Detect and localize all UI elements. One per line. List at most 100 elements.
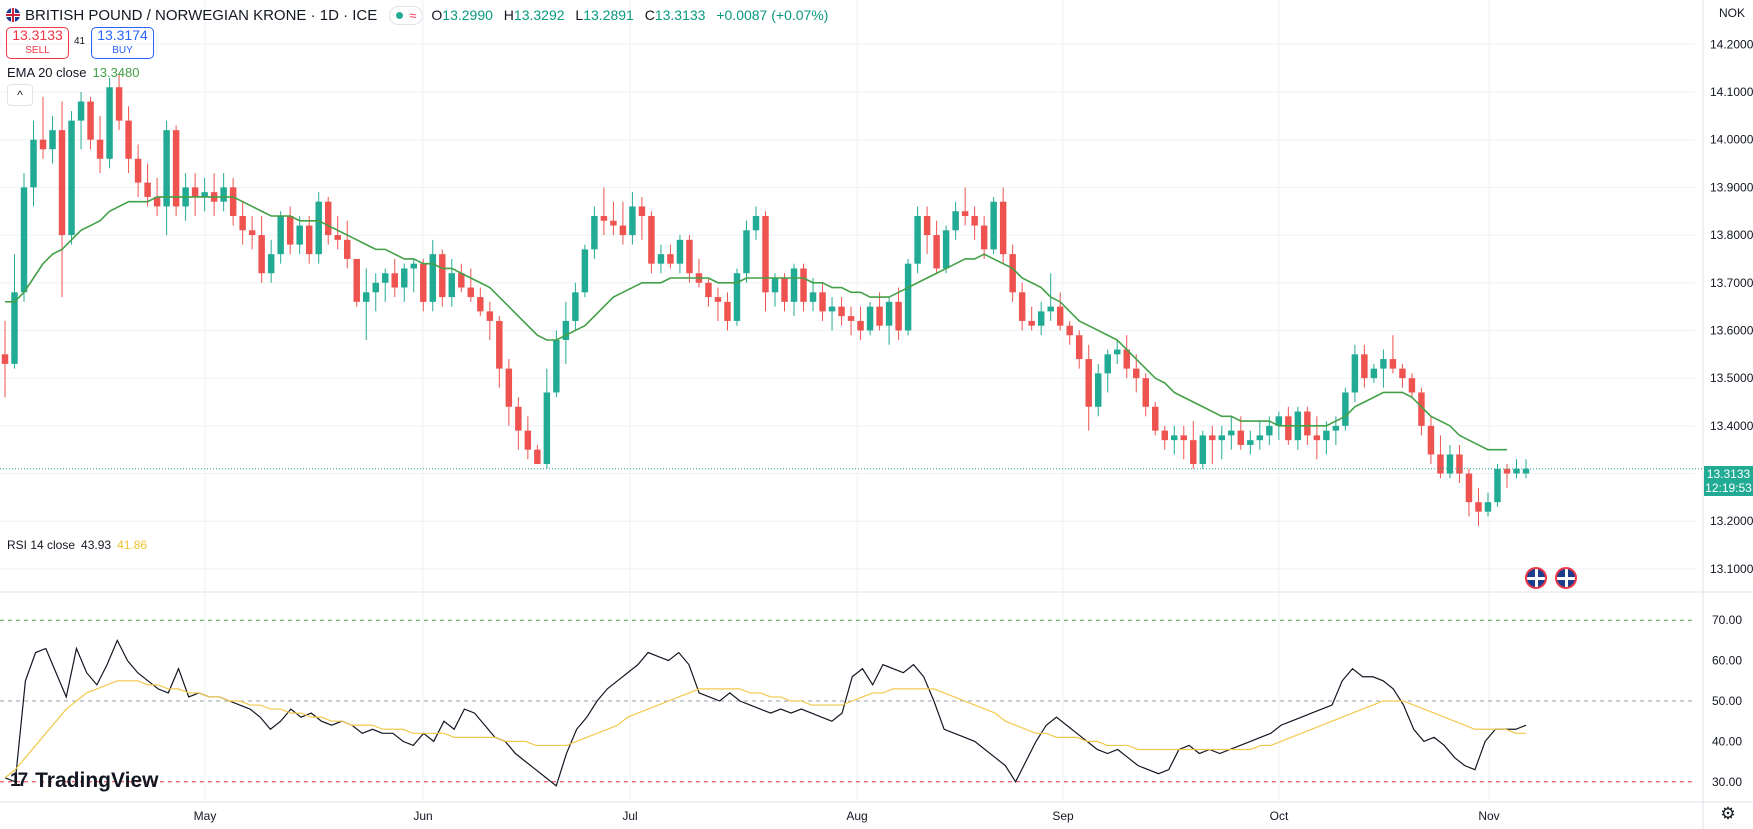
rsi-tick-label: 50.00: [1712, 694, 1742, 708]
price-tick-label: 13.4000: [1710, 419, 1753, 433]
candle-body: [30, 139, 37, 188]
candle-body: [505, 368, 513, 407]
price-tick-label: 13.6000: [1710, 323, 1753, 337]
candle-body: [1085, 359, 1092, 407]
candle-body: [58, 130, 66, 236]
candle-body: [752, 216, 760, 231]
candle-body: [39, 139, 47, 150]
candle-body: [1237, 430, 1245, 445]
candle-body: [1484, 502, 1492, 512]
candle-body: [914, 216, 921, 264]
candle-body: [1522, 468, 1530, 474]
symbol-title[interactable]: BRITISH POUND / NORWEGIAN KRONE · 1D · I…: [25, 6, 378, 24]
settings-gear-icon[interactable]: ⚙: [1720, 804, 1736, 823]
candle-body: [1285, 416, 1292, 441]
candle-body: [87, 101, 94, 140]
candle-body: [77, 101, 85, 121]
delayed-wave-icon: ≈: [409, 7, 417, 23]
buy-label: BUY: [112, 45, 133, 56]
candle-body: [106, 87, 113, 159]
currency-selector[interactable]: NOK: [1705, 0, 1753, 26]
candle-body: [847, 316, 855, 321]
chevron-up-icon: ^: [17, 88, 23, 102]
candle-body: [1427, 425, 1435, 455]
candle-body: [296, 225, 303, 245]
candle-body: [96, 139, 104, 159]
candle-body: [781, 278, 788, 302]
candle-body: [562, 320, 570, 340]
candle-body: [857, 320, 864, 331]
candle-body: [1437, 454, 1444, 474]
market-status[interactable]: ≈: [389, 5, 424, 25]
candle-body: [1066, 325, 1073, 336]
candle-body: [477, 297, 484, 312]
uk-economic-event-icon[interactable]: [1525, 567, 1547, 589]
ema-20-line: [5, 196, 1507, 451]
candle-body: [553, 340, 560, 393]
price-tick-label: 14.2000: [1710, 37, 1753, 51]
x-tick-label: Jun: [413, 809, 432, 823]
candle-body: [239, 216, 246, 231]
candle-body: [315, 201, 322, 255]
rsi-legend[interactable]: RSI 14 close 43.93 41.86: [7, 538, 148, 552]
tradingview-logo[interactable]: 17 TradingView: [10, 769, 158, 793]
price-tick-label: 13.7000: [1710, 276, 1753, 290]
uk-economic-event-icon[interactable]: [1555, 567, 1577, 589]
candle-body: [1180, 435, 1188, 441]
close-label: C: [644, 7, 655, 23]
candle-body: [534, 449, 541, 464]
candle-body: [172, 130, 180, 207]
candle-body: [1256, 435, 1264, 441]
x-tick-label: Sep: [1052, 809, 1074, 823]
price-tick-label: 13.2000: [1710, 514, 1753, 528]
candle-body: [971, 216, 978, 226]
collapse-legend-button[interactable]: ^: [7, 84, 33, 106]
ema-legend[interactable]: EMA 20 close 13.3480: [7, 65, 140, 80]
candle-body: [1342, 392, 1349, 426]
last-price-value: 13.3133: [1706, 467, 1751, 481]
candle-body: [134, 158, 142, 183]
candle-body: [1228, 430, 1235, 436]
candle-body: [144, 182, 151, 197]
candle-body: [515, 406, 522, 431]
last-price-tag: 13.3133 12:19:53: [1704, 466, 1753, 496]
candle-body: [1, 354, 9, 364]
bar-countdown: 12:19:53: [1705, 481, 1752, 495]
candle-body: [980, 225, 988, 250]
candle-body: [439, 254, 446, 298]
candle-body: [1018, 292, 1026, 321]
candle-body: [543, 392, 551, 464]
logo-text: TradingView: [35, 769, 159, 792]
candle-body: [343, 239, 351, 259]
candle-body: [429, 254, 437, 302]
x-tick-label: Aug: [846, 809, 867, 823]
candle-body: [1247, 440, 1254, 445]
candle-body: [895, 301, 902, 331]
candle-body: [353, 258, 360, 302]
candle-body: [705, 282, 712, 298]
rsi-line: [4, 638, 1527, 787]
price-tick-label: 13.1000: [1710, 562, 1753, 576]
ema-line: [5, 196, 1507, 451]
candle-body: [838, 306, 845, 317]
candle-body: [1266, 425, 1273, 436]
candle-body: [923, 216, 931, 236]
sell-button[interactable]: 13.3133 SELL: [6, 27, 69, 59]
candle-body: [999, 201, 1007, 255]
candle-body: [11, 292, 18, 364]
candle-body: [115, 87, 123, 121]
candle-body: [1389, 359, 1397, 369]
buy-button[interactable]: 13.3174 BUY: [91, 27, 154, 59]
candle-body: [1503, 468, 1511, 474]
candle-body: [1351, 354, 1359, 393]
candle-body: [638, 206, 646, 216]
candle-body: [743, 230, 750, 274]
candle-body: [1113, 349, 1121, 355]
rsi-tick-label: 60.00: [1712, 654, 1742, 668]
candle-body: [1370, 368, 1378, 379]
candle-body: [1494, 468, 1501, 503]
candle-body: [401, 268, 408, 288]
candle-body: [667, 254, 674, 264]
